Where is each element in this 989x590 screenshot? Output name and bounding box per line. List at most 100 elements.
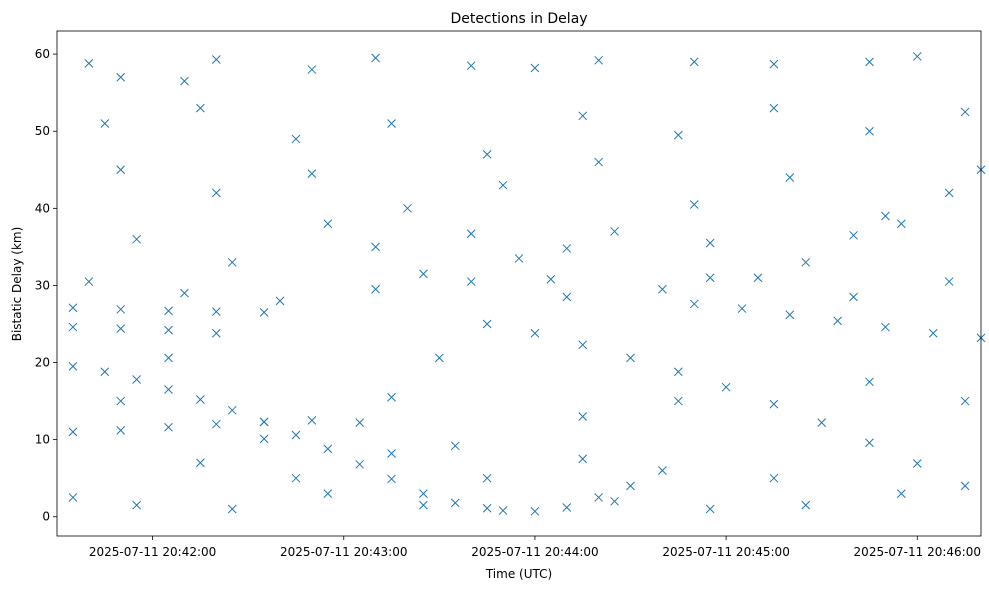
data-point [769, 59, 779, 69]
data-point [116, 396, 126, 406]
data-point [323, 219, 333, 229]
data-point [100, 367, 110, 377]
data-point [164, 325, 173, 335]
chart-title: Detections in Delay [450, 11, 587, 27]
data-point [912, 459, 922, 468]
x-tick-label: 2025-07-11 20:44:00 [471, 545, 598, 559]
data-point [626, 481, 635, 491]
data-point [387, 119, 396, 128]
y-tick-label: 60 [35, 47, 50, 61]
data-point [881, 322, 890, 332]
x-tick-label: 2025-07-11 20:45:00 [662, 545, 789, 559]
data-point [753, 273, 763, 283]
data-point [132, 375, 142, 384]
data-point [960, 481, 970, 491]
data-point [626, 353, 635, 363]
data-point [865, 57, 874, 67]
marks-layer [68, 52, 986, 516]
data-point [323, 489, 333, 498]
x-axis-title: Time (UTC) [485, 567, 552, 581]
data-point [419, 500, 428, 510]
data-point [180, 76, 189, 86]
data-point [100, 119, 110, 128]
data-point [498, 180, 508, 190]
data-point [944, 188, 954, 198]
data-point [658, 284, 667, 294]
data-point [578, 412, 588, 421]
data-point [912, 52, 922, 61]
data-point [227, 504, 237, 514]
data-point [355, 418, 365, 428]
data-point [259, 434, 269, 444]
data-point [116, 426, 126, 435]
data-point [562, 503, 572, 512]
data-point [116, 324, 126, 333]
data-point [307, 169, 317, 178]
data-point [466, 229, 476, 239]
y-tick-label: 40 [35, 201, 50, 215]
data-point [960, 396, 970, 406]
data-point [307, 65, 317, 74]
data-point [164, 306, 173, 316]
data-point [116, 72, 126, 82]
data-point [865, 377, 874, 387]
data-point [116, 165, 126, 175]
data-point [881, 211, 890, 221]
data-point [291, 430, 301, 440]
data-point [928, 328, 938, 338]
data-point [259, 417, 269, 427]
data-point [68, 427, 78, 437]
data-point [482, 150, 492, 159]
data-point [785, 310, 795, 320]
x-tick-label: 2025-07-11 20:43:00 [280, 545, 407, 559]
y-axis: 0 10 20 30 40 50 60 [35, 47, 57, 524]
data-point [578, 111, 588, 121]
data-point [164, 422, 173, 432]
data-point [450, 441, 460, 451]
data-point [164, 353, 173, 363]
plot-frame [56, 30, 982, 537]
data-point [68, 493, 78, 502]
data-point [84, 59, 94, 68]
data-point [482, 319, 492, 329]
data-point [689, 299, 699, 309]
data-point [865, 438, 874, 448]
data-point [658, 466, 667, 475]
data-point [275, 296, 285, 306]
data-point [769, 399, 779, 409]
data-point [307, 415, 317, 425]
data-point [769, 103, 779, 113]
data-point [291, 473, 301, 483]
data-point [68, 322, 78, 332]
data-point [132, 500, 142, 510]
data-point [196, 458, 205, 468]
data-point [371, 53, 380, 63]
data-point [164, 385, 173, 394]
data-point [817, 418, 827, 428]
data-point [530, 506, 540, 516]
data-point [482, 503, 492, 513]
data-point [323, 444, 333, 454]
data-point [689, 57, 699, 67]
y-tick-label: 10 [35, 433, 50, 447]
data-point [132, 234, 142, 244]
y-tick-label: 0 [42, 510, 50, 524]
data-point [705, 504, 715, 514]
data-point [610, 227, 619, 236]
data-point [896, 219, 906, 229]
data-point [705, 273, 715, 283]
data-point [387, 392, 396, 402]
y-axis-title: Bistatic Delay (km) [10, 227, 24, 342]
data-point [801, 500, 811, 510]
data-point [530, 328, 540, 338]
data-point [960, 107, 970, 117]
data-point [211, 307, 221, 316]
data-point [673, 367, 683, 377]
data-point [211, 328, 221, 338]
x-tick-label: 2025-07-11 20:46:00 [854, 545, 981, 559]
y-tick-label: 20 [35, 356, 50, 370]
data-point [419, 269, 428, 279]
data-point [211, 419, 221, 429]
